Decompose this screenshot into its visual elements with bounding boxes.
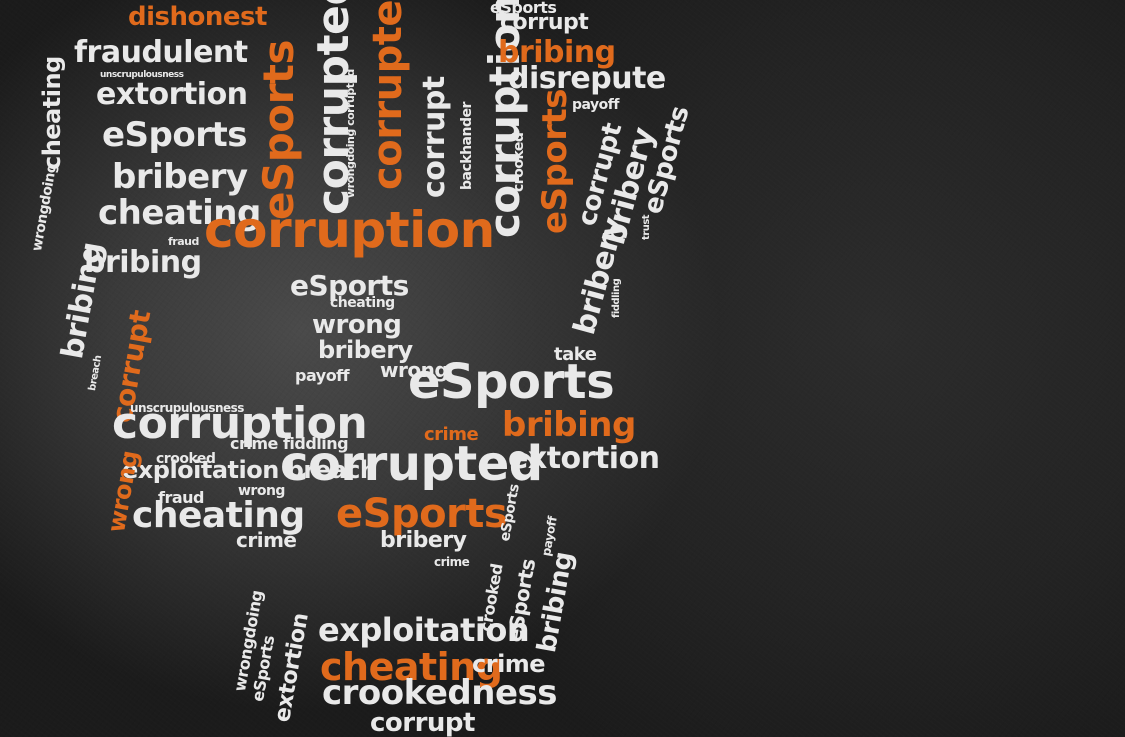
word: cheating: [132, 495, 305, 536]
word: crooked: [156, 451, 216, 467]
word: bribery: [112, 157, 248, 197]
word: trust: [641, 214, 652, 240]
word: cheating: [320, 645, 503, 689]
word: eSports: [102, 115, 248, 155]
word: crime: [236, 528, 297, 552]
word: bribery: [567, 214, 632, 339]
word: eSports: [336, 491, 508, 537]
word: eSports: [490, 0, 557, 17]
word: extortion: [508, 441, 660, 476]
word: cheating: [330, 295, 395, 311]
word: corrupt: [500, 10, 589, 35]
word: crime: [424, 424, 479, 445]
word: disrepute: [508, 61, 666, 96]
word: crookedness: [322, 673, 557, 713]
word: bribing: [498, 35, 616, 70]
word: extortion: [270, 611, 314, 724]
word: eSports: [254, 40, 303, 220]
word: corrupt: [370, 708, 475, 737]
word: corruption: [112, 398, 368, 449]
word: take: [554, 344, 597, 365]
word: wrong: [312, 310, 402, 340]
word: bribing: [84, 245, 202, 280]
word: bribing: [55, 239, 110, 362]
word: wrong: [380, 358, 449, 382]
word: crime fiddling: [230, 434, 349, 453]
word: eSports: [535, 88, 575, 234]
word: corrupted: [365, 0, 411, 190]
word: corrupt: [417, 76, 452, 198]
word: fraud: [168, 235, 199, 248]
word: corruption: [204, 201, 495, 259]
word: breach: [87, 354, 105, 392]
word: extortion: [96, 77, 248, 112]
word: dishonest: [128, 2, 267, 32]
word: cheating: [38, 56, 66, 170]
word: bribing: [502, 405, 636, 445]
word: eSports: [502, 557, 541, 644]
word: bribing: [532, 549, 580, 655]
word: crooked: [511, 132, 527, 192]
word: crime: [434, 555, 470, 569]
word: exploitation breach: [122, 456, 377, 484]
word: payoff: [295, 366, 350, 385]
word: wrong: [238, 483, 285, 499]
word: unscrupulousness: [100, 70, 184, 80]
word: eSports: [408, 354, 615, 410]
word: wrongdoing corrupted: [344, 69, 357, 198]
word: crime: [472, 650, 546, 678]
word: corrupted: [280, 436, 543, 492]
word: wrongdoing: [29, 162, 61, 253]
word: backhander: [459, 102, 475, 190]
word: unscrupulousness: [130, 401, 244, 415]
word: payoff: [572, 97, 619, 113]
word: eSports: [290, 269, 409, 302]
word: cheating: [98, 193, 261, 233]
word: fiddling: [611, 278, 622, 318]
word: bribery: [380, 528, 467, 553]
word: bribery: [318, 336, 413, 364]
word: exploitation: [318, 611, 530, 649]
word: fraudulent: [74, 35, 248, 70]
word: fraud: [158, 488, 205, 507]
